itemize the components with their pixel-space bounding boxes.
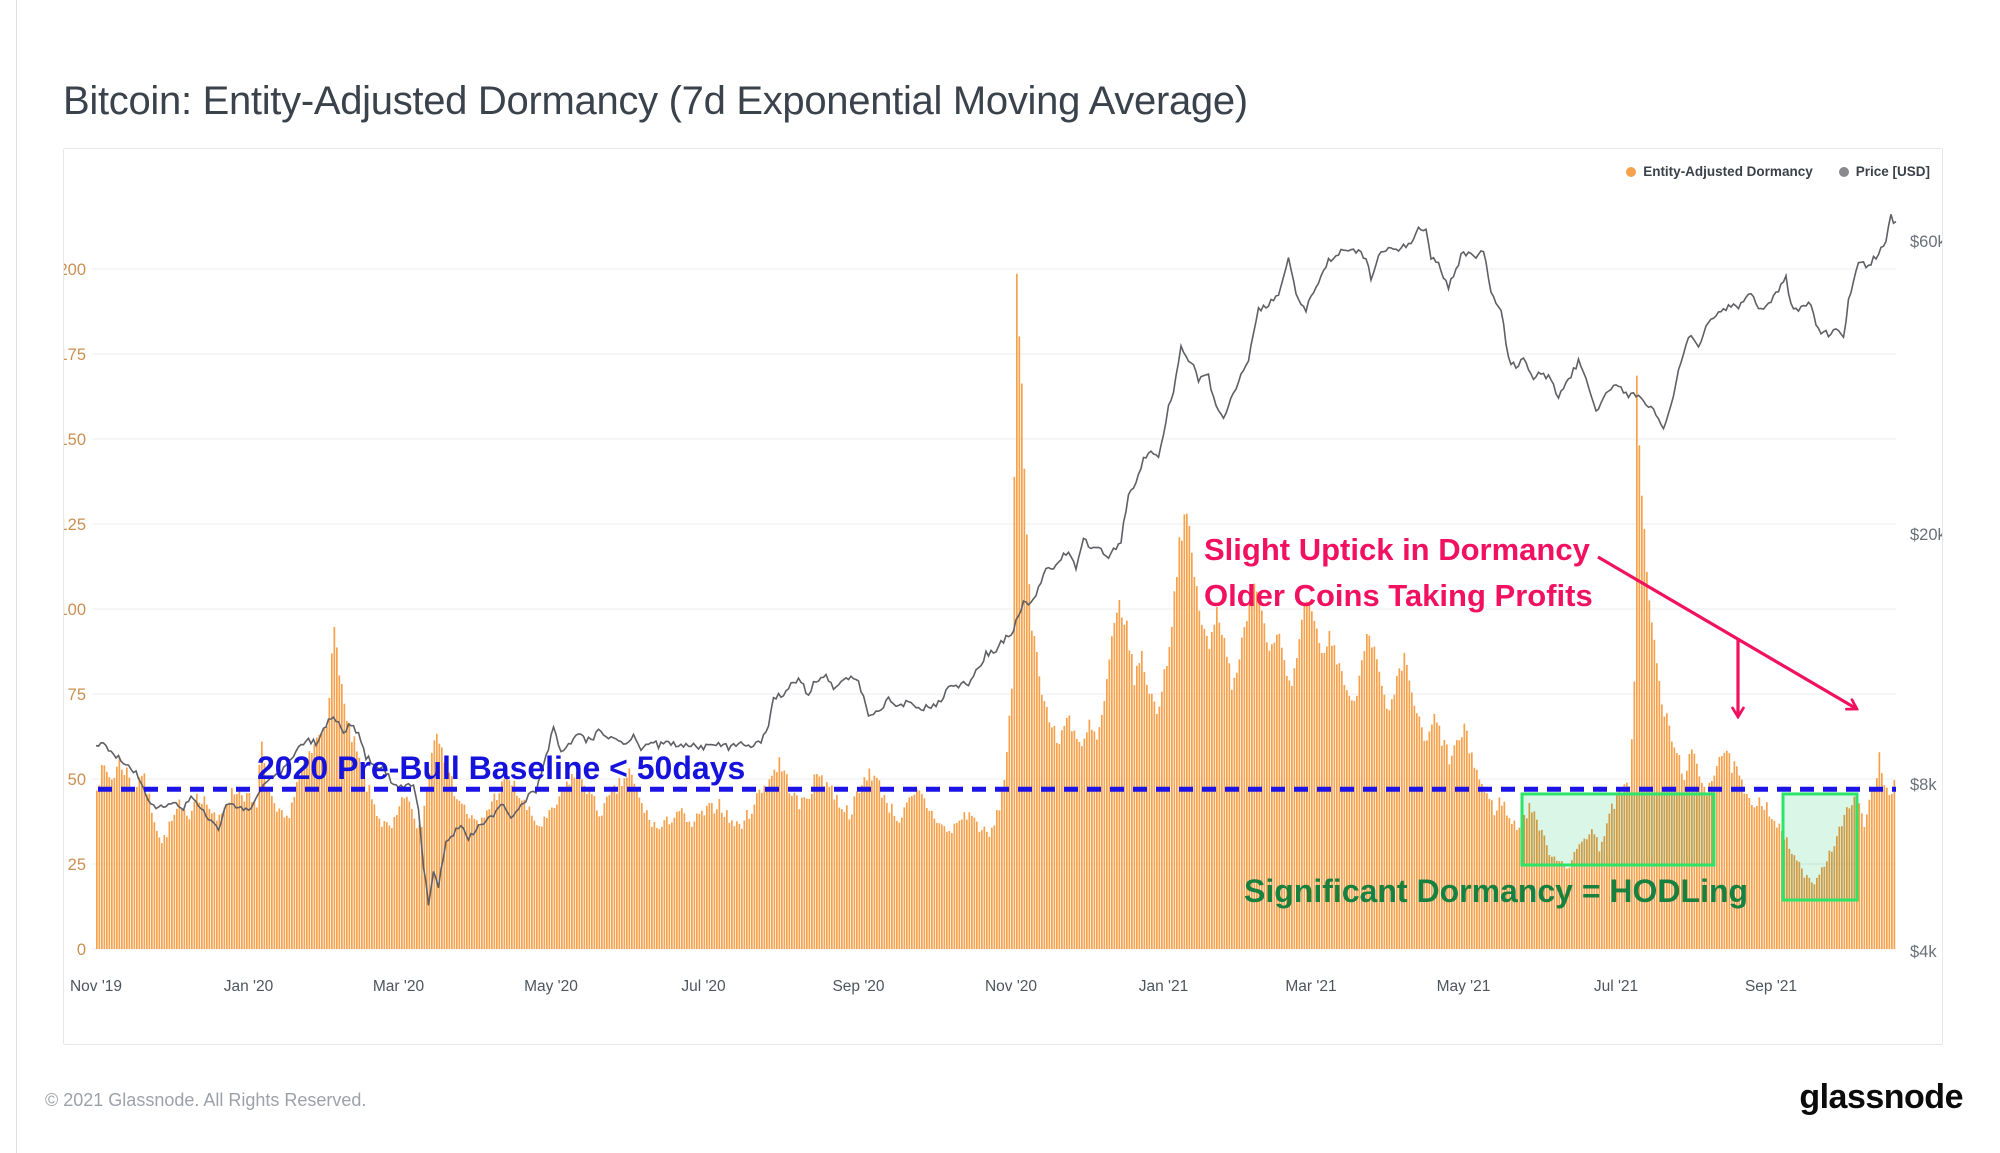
hodl-box-border-2 [1781,792,1859,902]
hodl-box-fill-2 [1783,793,1857,901]
svg-text:May '20: May '20 [524,978,578,995]
window-edge-line [16,0,17,1153]
dormancy-price-chart[interactable]: 0 25 50 75 100 125 150 175 200 $60k $20k $8k $4k Nov … [64,149,1942,1044]
uptick-annotation: Slight Uptick in Dormancy Older Coins Ta… [1204,527,1593,619]
svg-text:Sep '21: Sep '21 [1745,978,1797,995]
svg-text:Mar '21: Mar '21 [1285,978,1336,995]
uptick-annotation-line2: Older Coins Taking Profits [1204,578,1593,613]
uptick-annotation-line1: Slight Uptick in Dormancy [1204,532,1590,567]
copyright-text: © 2021 Glassnode. All Rights Reserved. [45,1090,367,1110]
hodl-box-border-1 [1520,792,1716,867]
svg-text:Jan '21: Jan '21 [1139,978,1189,995]
svg-text:150: 150 [64,431,86,449]
x-axis-labels: Nov '19 Jan '20 Mar '20 May '20 Jul '20 Sep '… [70,978,1797,995]
chart-legend: Entity-Adjusted Dormancy Price [USD] [1626,164,1930,179]
svg-text:200: 200 [64,261,86,279]
svg-text:25: 25 [68,856,86,874]
svg-text:$8k: $8k [1910,776,1937,794]
price-legend-dot [1838,166,1849,177]
uptick-arrow-1 [1597,555,1857,709]
glassnode-logo: glassnode [1799,1078,1963,1116]
svg-text:0: 0 [77,941,86,959]
svg-text:50: 50 [68,771,86,789]
svg-text:Mar '20: Mar '20 [373,978,425,995]
left-axis-labels: 0 25 50 75 100 125 150 175 200 [64,261,86,959]
baseline-annotation: 2020 Pre-Bull Baseline < 50days [257,750,746,786]
chart-card: 0 25 50 75 100 125 150 175 200 $60k $20k $8k $4k Nov … [63,148,1943,1045]
svg-text:$20k: $20k [1910,526,1942,544]
legend-item-price[interactable]: Price [USD] [1838,164,1930,179]
hodl-box-fill-1 [1522,793,1714,866]
svg-text:$4k: $4k [1910,943,1937,961]
price-legend-label: Price [USD] [1855,164,1930,179]
svg-text:Jul '21: Jul '21 [1594,978,1638,995]
svg-text:Nov '19: Nov '19 [70,978,122,995]
uptick-arrows [1597,555,1857,717]
svg-text:75: 75 [68,686,86,704]
svg-text:$60k: $60k [1910,233,1942,251]
svg-text:100: 100 [64,601,86,619]
hodl-annotation: Significant Dormancy = HODLing [1244,873,1749,909]
svg-text:Sep '20: Sep '20 [832,978,884,995]
svg-text:125: 125 [64,516,86,534]
svg-text:Jul '20: Jul '20 [681,978,726,995]
svg-text:Jan '20: Jan '20 [224,978,274,995]
page-title: Bitcoin: Entity-Adjusted Dormancy (7d Ex… [63,78,1248,123]
svg-text:175: 175 [64,346,86,364]
dormancy-legend-label: Entity-Adjusted Dormancy [1643,164,1813,179]
legend-item-dormancy[interactable]: Entity-Adjusted Dormancy [1626,164,1813,179]
svg-text:May '21: May '21 [1437,978,1491,995]
hodl-highlight-boxes [1520,792,1859,902]
price-line [95,214,1897,906]
dormancy-legend-dot [1626,166,1637,177]
svg-text:Nov '20: Nov '20 [985,978,1037,995]
right-axis-labels: $60k $20k $8k $4k [1910,233,1942,961]
